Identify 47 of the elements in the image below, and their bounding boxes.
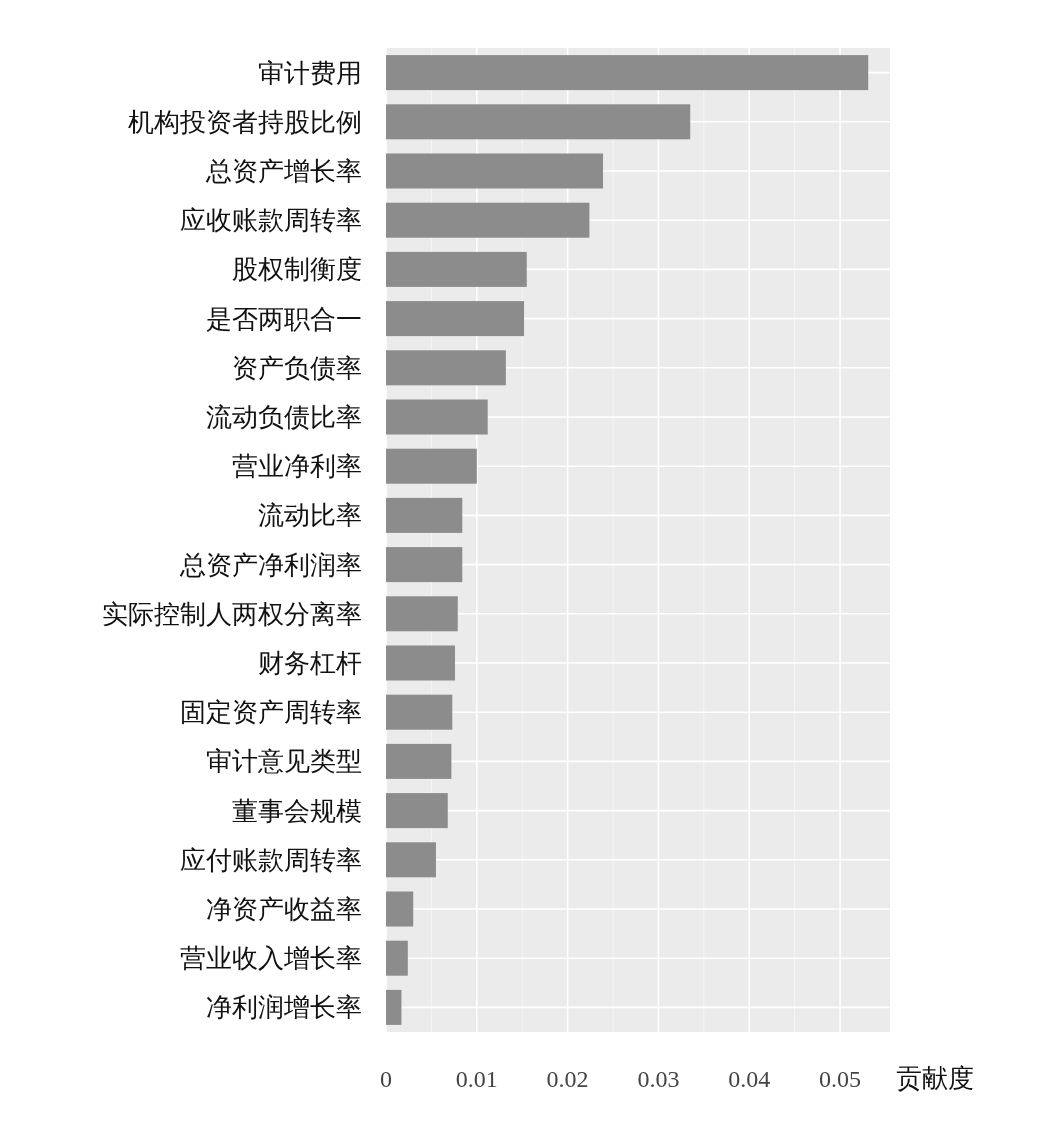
bar bbox=[386, 743, 452, 779]
bar bbox=[386, 547, 463, 583]
bar bbox=[386, 793, 448, 829]
y-tick-label: 机构投资者持股比例 bbox=[128, 107, 362, 137]
y-tick-label: 营业收入增长率 bbox=[180, 944, 362, 974]
bar bbox=[386, 940, 408, 976]
y-tick-label: 应收账款周转率 bbox=[180, 206, 362, 236]
x-tick-label: 0.01 bbox=[455, 1066, 498, 1092]
y-tick-label: 净资产收益率 bbox=[206, 895, 362, 924]
y-tick-label: 是否两职合一 bbox=[206, 304, 362, 334]
bar bbox=[386, 989, 402, 1025]
y-tick-label: 总资产净利润率 bbox=[179, 550, 362, 580]
y-tick-label: 营业净利率 bbox=[232, 452, 362, 482]
x-tick-label: 0.04 bbox=[728, 1066, 771, 1092]
bar bbox=[386, 153, 604, 189]
bar bbox=[386, 55, 869, 91]
bar bbox=[386, 251, 527, 287]
bar bbox=[386, 842, 436, 878]
bar bbox=[386, 497, 463, 533]
y-tick-label: 财务杠杆 bbox=[258, 649, 362, 678]
y-tick-label: 资产负债率 bbox=[232, 353, 362, 383]
bar bbox=[386, 596, 458, 632]
y-tick-label: 股权制衡度 bbox=[232, 255, 362, 285]
y-tick-label: 实际控制人两权分离率 bbox=[102, 599, 362, 629]
bar bbox=[386, 448, 477, 484]
x-tick-label: 0.02 bbox=[546, 1066, 589, 1092]
y-tick-label: 审计费用 bbox=[258, 58, 362, 88]
y-tick-label: 应付账款周转率 bbox=[180, 845, 362, 875]
y-tick-label: 董事会规模 bbox=[232, 796, 362, 826]
x-tick-label: 0.05 bbox=[819, 1066, 862, 1092]
bar bbox=[386, 694, 453, 730]
y-tick-label: 净利润增长率 bbox=[206, 993, 362, 1023]
y-tick-label: 流动比率 bbox=[258, 501, 362, 531]
bar bbox=[386, 301, 525, 337]
bar bbox=[386, 202, 590, 238]
y-tick-label: 固定资产周转率 bbox=[180, 698, 362, 728]
y-tick-label: 总资产增长率 bbox=[205, 157, 362, 186]
x-axis-title: 贡献度 bbox=[896, 1064, 974, 1093]
y-tick-label: 流动负债比率 bbox=[206, 403, 362, 432]
bar bbox=[386, 891, 414, 927]
x-tick-label: 0 bbox=[380, 1066, 392, 1092]
x-tick-label: 0.03 bbox=[637, 1066, 680, 1092]
y-tick-label: 审计意见类型 bbox=[206, 747, 362, 777]
bar bbox=[386, 399, 488, 435]
bar bbox=[386, 104, 691, 140]
bar bbox=[386, 645, 456, 681]
bar bbox=[386, 350, 506, 386]
